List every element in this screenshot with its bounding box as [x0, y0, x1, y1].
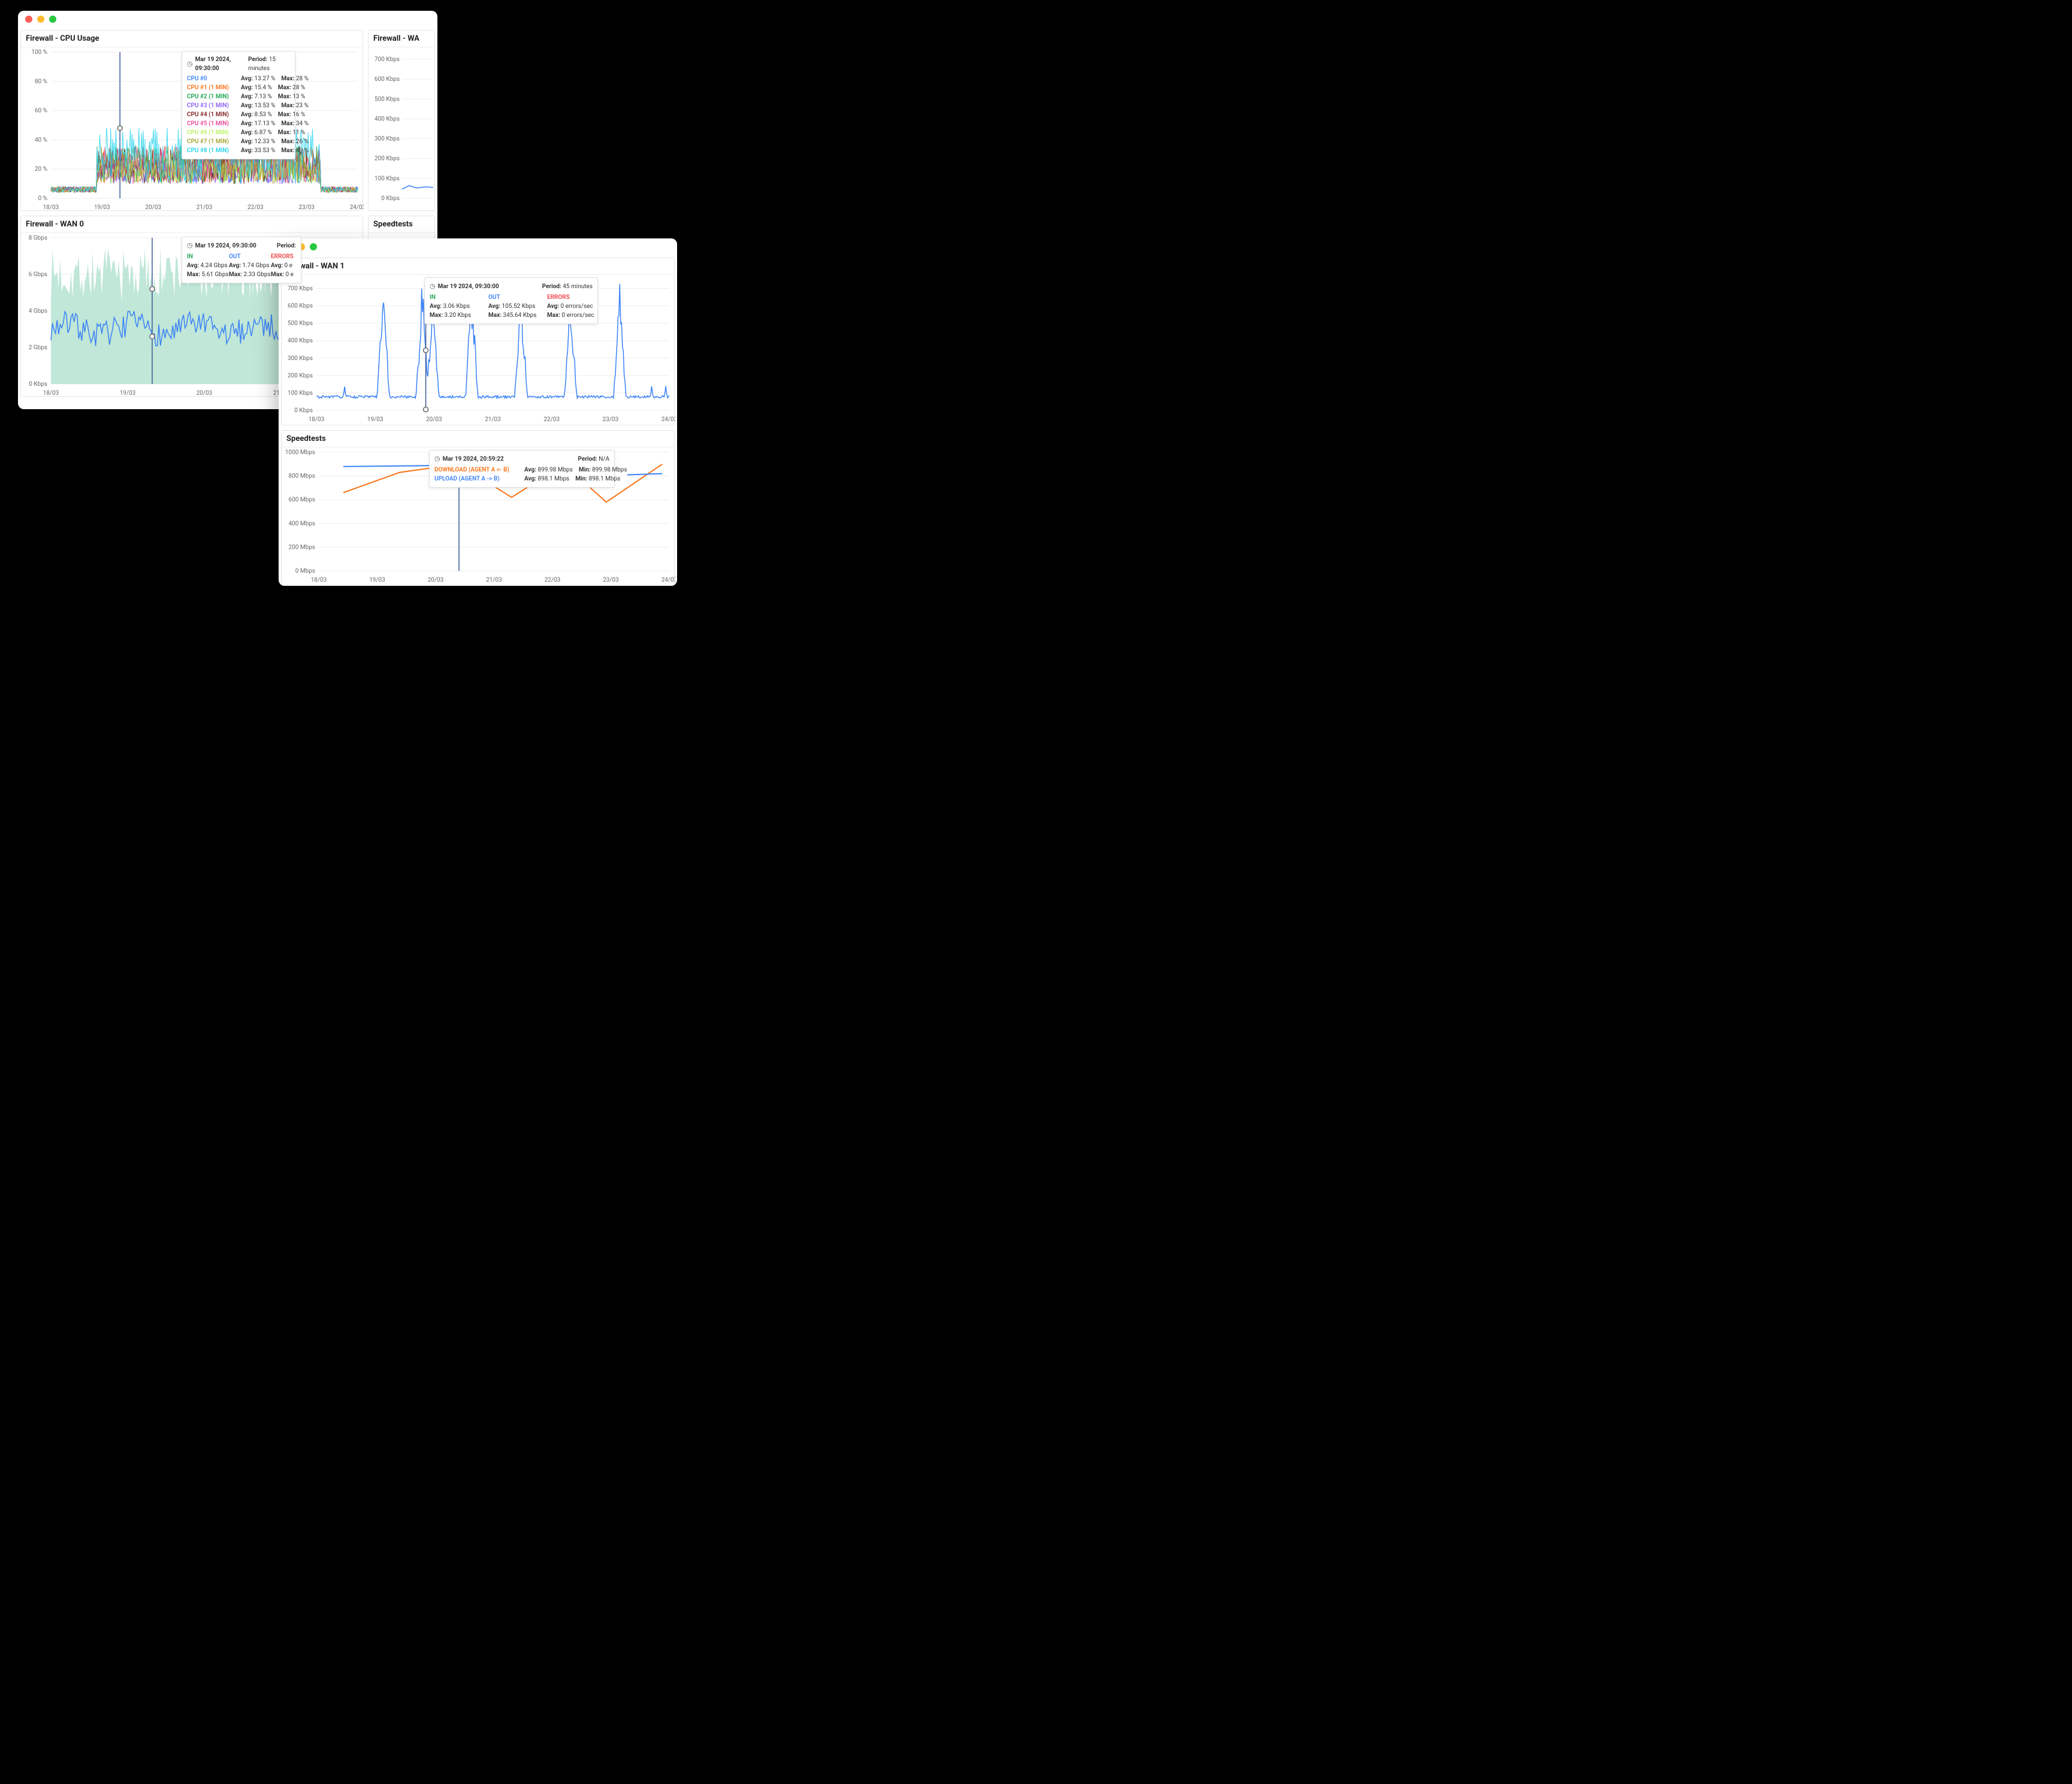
cpu-tooltip: Mar 19 2024, 09:30:00Period: 15 minutesC…: [182, 51, 295, 159]
svg-text:21/03: 21/03: [486, 577, 502, 583]
svg-text:60 %: 60 %: [35, 108, 47, 114]
wan1-tooltip: Mar 19 2024, 09:30:00Period: 45 minutesI…: [424, 277, 598, 324]
cpu-usage-panel: Firewall - CPU Usage 0 % 20 % 40 % 60 % 80 %…: [20, 30, 363, 211]
dashboard-window-front: Firewall - WAN 1 0 Kbps 100 Kbps 200 Kbps 3…: [279, 238, 677, 586]
clock-icon: [430, 282, 436, 292]
titlebar: [279, 238, 677, 255]
minimize-icon[interactable]: [37, 16, 44, 23]
svg-text:600 Mbps: 600 Mbps: [289, 497, 315, 503]
wan-stub-chart[interactable]: 700 Kbps 600 Kbps 500 Kbps 400 Kbps 300 Kbps…: [369, 47, 433, 214]
svg-text:700 Kbps: 700 Kbps: [288, 286, 313, 292]
svg-text:300 Kbps: 300 Kbps: [374, 136, 400, 143]
svg-text:4 Gbps: 4 Gbps: [29, 308, 47, 315]
svg-text:23/03: 23/03: [298, 204, 315, 211]
svg-text:200 Kbps: 200 Kbps: [374, 156, 400, 162]
svg-text:800 Mbps: 800 Mbps: [289, 473, 315, 480]
svg-text:24/03: 24/03: [350, 204, 364, 211]
svg-text:19/03: 19/03: [367, 416, 383, 423]
svg-text:300 Kbps: 300 Kbps: [288, 355, 313, 362]
svg-text:200 Kbps: 200 Kbps: [288, 373, 313, 379]
speedtests-panel: Speedtests 0 Mbps 200 Mbps 400 Mbps 600 Mbp…: [281, 430, 675, 586]
svg-text:2 Gbps: 2 Gbps: [29, 344, 47, 351]
svg-text:0 Kbps: 0 Kbps: [381, 195, 400, 202]
panel-title: Firewall - CPU Usage: [21, 31, 363, 47]
titlebar: [18, 11, 437, 28]
svg-text:8 Gbps: 8 Gbps: [29, 235, 47, 241]
svg-text:18/03: 18/03: [43, 204, 59, 211]
svg-text:21/03: 21/03: [197, 204, 213, 211]
panel-title: Speedtests: [369, 216, 434, 233]
close-icon[interactable]: [25, 16, 32, 23]
svg-text:400 Kbps: 400 Kbps: [288, 338, 313, 344]
clock-icon: [187, 59, 193, 69]
svg-text:19/03: 19/03: [120, 390, 136, 397]
svg-text:18/03: 18/03: [309, 416, 325, 423]
svg-text:20/03: 20/03: [197, 390, 213, 397]
svg-text:18/03: 18/03: [311, 577, 327, 583]
svg-text:200 Mbps: 200 Mbps: [289, 544, 315, 551]
panel-title: Firewall - WAN 1: [282, 258, 674, 275]
svg-text:100 Kbps: 100 Kbps: [288, 390, 313, 397]
svg-text:80 %: 80 %: [35, 78, 47, 85]
svg-text:19/03: 19/03: [94, 204, 110, 211]
wan0-tooltip: Mar 19 2024, 09:30:00Period:INOUTERRORSA…: [182, 237, 301, 283]
svg-text:23/03: 23/03: [603, 416, 619, 423]
svg-text:0 Mbps: 0 Mbps: [295, 568, 315, 574]
svg-text:700 Kbps: 700 Kbps: [374, 56, 400, 63]
svg-text:6 Gbps: 6 Gbps: [29, 271, 47, 278]
svg-text:20/03: 20/03: [145, 204, 161, 211]
svg-text:0 %: 0 %: [38, 195, 47, 202]
wan-stub-panel: Firewall - WA 700 Kbps 600 Kbps 500 Kbps 40…: [368, 30, 435, 211]
svg-text:500 Kbps: 500 Kbps: [374, 96, 400, 102]
maximize-icon[interactable]: [310, 243, 317, 250]
svg-text:18/03: 18/03: [43, 390, 59, 397]
svg-text:24/03: 24/03: [662, 416, 675, 423]
svg-text:40 %: 40 %: [35, 137, 47, 143]
svg-text:500 Kbps: 500 Kbps: [288, 320, 313, 327]
svg-text:19/03: 19/03: [369, 577, 385, 583]
svg-text:23/03: 23/03: [603, 577, 619, 583]
clock-icon: [434, 454, 440, 464]
svg-text:20 %: 20 %: [35, 166, 47, 173]
panel-title: Firewall - WA: [369, 31, 434, 47]
svg-text:400 Mbps: 400 Mbps: [289, 521, 315, 527]
panel-title: Firewall - WAN 0: [21, 216, 363, 233]
svg-text:0 Kbps: 0 Kbps: [294, 407, 313, 414]
clock-icon: [187, 241, 193, 251]
svg-text:400 Kbps: 400 Kbps: [374, 116, 400, 122]
svg-text:1000 Mbps: 1000 Mbps: [285, 449, 315, 456]
panel-title: Speedtests: [282, 431, 674, 447]
svg-text:22/03: 22/03: [543, 416, 560, 423]
svg-text:100 %: 100 %: [31, 49, 47, 56]
svg-text:24/03: 24/03: [662, 577, 675, 583]
svg-text:20/03: 20/03: [426, 416, 442, 423]
svg-text:100 Kbps: 100 Kbps: [374, 176, 400, 182]
speedtests-tooltip: Mar 19 2024, 20:59:22Period: N/ADOWNLOAD…: [429, 450, 615, 488]
svg-text:21/03: 21/03: [485, 416, 501, 423]
svg-text:20/03: 20/03: [428, 577, 444, 583]
svg-text:600 Kbps: 600 Kbps: [288, 303, 313, 310]
maximize-icon[interactable]: [49, 16, 56, 23]
svg-text:600 Kbps: 600 Kbps: [374, 76, 400, 83]
svg-text:0 Kbps: 0 Kbps: [29, 381, 47, 388]
svg-text:22/03: 22/03: [545, 577, 561, 583]
svg-text:22/03: 22/03: [247, 204, 264, 211]
wan1-panel: Firewall - WAN 1 0 Kbps 100 Kbps 200 Kbps 3…: [281, 258, 675, 425]
